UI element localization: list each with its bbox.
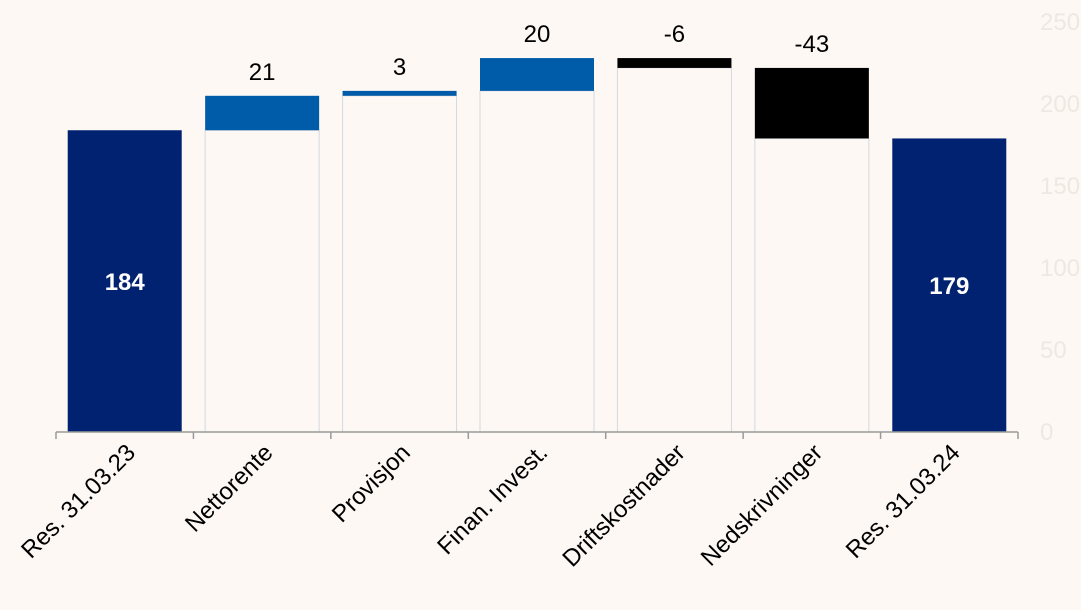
y-tick-label: 150	[1040, 173, 1080, 200]
y-tick-label: 50	[1040, 337, 1067, 364]
x-tick-label: Res. 31.03.23	[16, 439, 141, 564]
increase-bar	[342, 90, 457, 96]
chart-marks: 184 21 3 20 -6 -43 179	[67, 21, 1007, 433]
x-tick-label: Finan. Invest.	[432, 439, 553, 560]
bar-value-label: 3	[393, 54, 406, 81]
y-tick-label: 100	[1040, 255, 1080, 282]
y-tick-label: 250	[1040, 9, 1080, 36]
bar-value-label: 21	[249, 59, 276, 86]
y-tick-label: 200	[1040, 91, 1080, 118]
x-tick-label: Nettorente	[180, 439, 278, 537]
base-column	[754, 137, 870, 433]
base-column	[616, 67, 732, 433]
x-tick-label: Res. 31.03.24	[841, 439, 966, 564]
base-column	[342, 95, 458, 433]
x-tick-label: Nedskrivninger	[696, 439, 828, 571]
base-column	[204, 129, 320, 433]
bar-value-label: 184	[105, 269, 146, 296]
increase-bar	[480, 58, 594, 91]
x-axis: Res. 31.03.23 Nettorente Provisjon Finan. I…	[16, 431, 1019, 572]
increase-bar	[205, 95, 320, 131]
bar-value-label: -43	[795, 31, 830, 58]
bar-value-label: 179	[929, 273, 969, 300]
decrease-bar	[754, 67, 869, 139]
total-bar	[892, 138, 1007, 432]
x-tick-label: Driftskostnader	[557, 439, 690, 572]
x-tick-label: Provisjon	[327, 439, 416, 528]
y-axis: 0 50 100 150 200 250	[1040, 9, 1080, 446]
bar-value-label: -6	[664, 21, 685, 48]
decrease-bar	[617, 58, 732, 68]
y-tick-label: 0	[1040, 419, 1053, 446]
total-bar	[67, 130, 182, 433]
base-column	[479, 90, 595, 433]
bar-value-label: 20	[524, 21, 551, 48]
